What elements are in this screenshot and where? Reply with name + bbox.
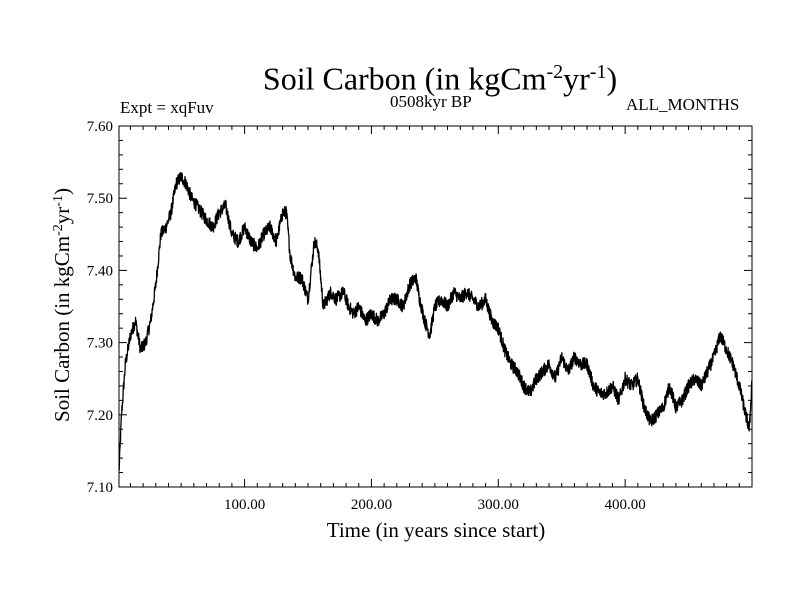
series-line	[118, 172, 753, 471]
x-tick-label: 200.00	[351, 497, 392, 513]
plot-frame	[118, 125, 753, 488]
y-tick-label: 7.20	[87, 408, 113, 424]
y-tick-label: 7.40	[87, 263, 113, 279]
x-tick-label: 300.00	[478, 497, 519, 513]
y-tick-label: 7.10	[87, 480, 113, 496]
period-label: 0508kyr BP	[390, 92, 472, 111]
months-label: ALL_MONTHS	[626, 95, 740, 114]
x-tick-label: 100.00	[224, 497, 265, 513]
y-tick-label: 7.30	[87, 336, 113, 352]
chart-title: Soil Carbon (in kgCm-2yr-1)	[262, 60, 618, 97]
y-axis-label: Soil Carbon (in kgCm-2yr-1)	[50, 188, 74, 422]
y-tick-label: 7.60	[87, 119, 113, 135]
experiment-label: Expt = xqFuv	[120, 98, 214, 117]
y-tick-label: 7.50	[87, 191, 113, 207]
x-tick-label: 400.00	[605, 497, 646, 513]
plot-layer: 100.00 200.00 300.00 400.00 7.10 7.20 7.30 7.40…	[87, 119, 753, 513]
x-axis-label: Time (in years since start)	[327, 518, 546, 542]
